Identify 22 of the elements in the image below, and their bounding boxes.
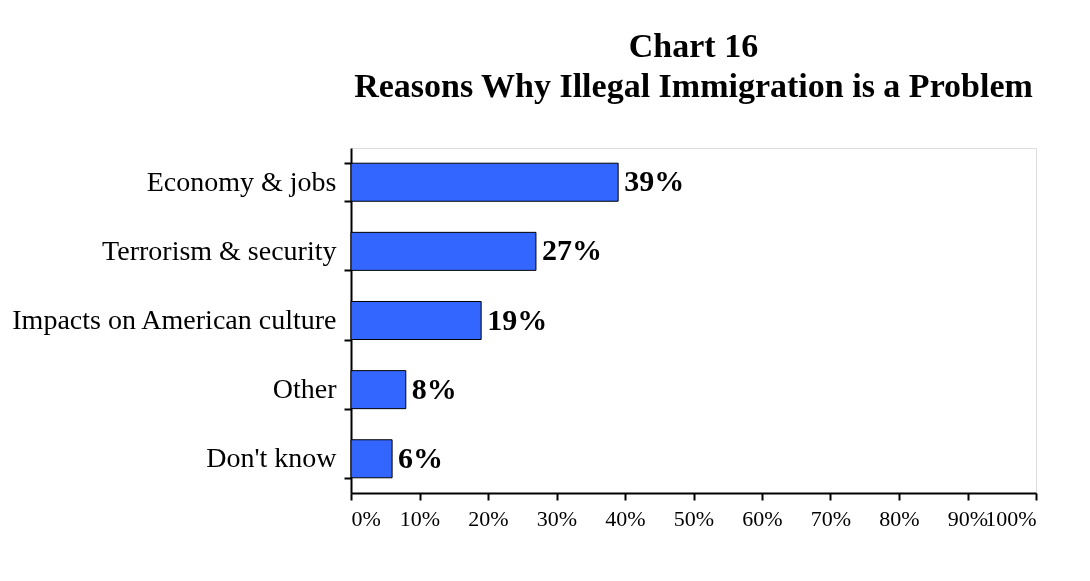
data-label: 19% <box>487 302 548 336</box>
y-tick-label: Don't know <box>206 442 338 474</box>
x-tick-label: 20% <box>468 505 509 531</box>
y-tick-label: Other <box>272 373 338 405</box>
y-tick-label: Impacts on American culture <box>12 304 337 335</box>
y-tick-label: Economy & jobs <box>146 165 337 197</box>
data-label: 8% <box>411 371 457 405</box>
chart-title: Chart 16 <box>628 27 759 64</box>
data-label: 27% <box>541 233 602 267</box>
x-tick-label: 90% <box>947 505 989 531</box>
x-tick-label: 30% <box>536 505 578 531</box>
data-label: 6% <box>398 440 444 474</box>
x-tick-label: 40% <box>605 505 646 531</box>
x-tick-label: 10% <box>399 505 441 531</box>
y-tick-label: Terrorism & security <box>102 234 337 266</box>
chart-subtitle: Reasons Why Illegal Immigration is a Problem <box>354 67 1033 104</box>
x-tick-label: 80% <box>879 505 920 531</box>
x-tick-label: 0% <box>351 505 381 531</box>
data-label: 39% <box>624 164 685 198</box>
x-tick-label: 50% <box>673 505 715 531</box>
x-tick-label: 60% <box>742 505 783 531</box>
x-tick-label: 70% <box>810 505 852 531</box>
